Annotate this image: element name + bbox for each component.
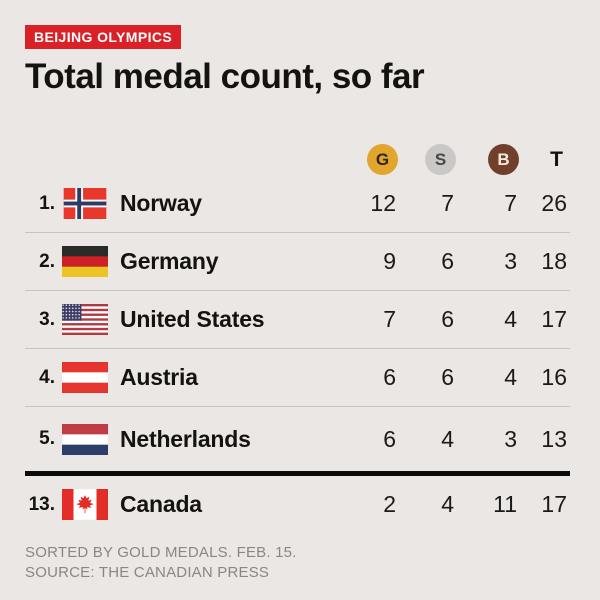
- silver-count: 6: [441, 364, 454, 390]
- rank-label: 5.: [39, 428, 55, 449]
- table-header-row: G S B T: [25, 144, 570, 175]
- gold-count: 2: [383, 491, 396, 517]
- total-count: 17: [541, 491, 567, 517]
- gold-count: 6: [383, 364, 396, 390]
- page-title: Total medal count, so far: [25, 57, 425, 96]
- footer-note: SORTED BY GOLD MEDALS. FEB. 15.: [25, 544, 297, 561]
- germany-flag: [62, 246, 108, 277]
- total-count: 13: [541, 425, 567, 452]
- silver-column-header: S: [399, 144, 457, 175]
- bronze-count: 3: [504, 425, 517, 452]
- badge-container: BEIJING OLYMPICS: [25, 25, 600, 49]
- netherlands-flag: [62, 424, 108, 455]
- bronze-count: 4: [504, 306, 517, 332]
- rank-label: 3.: [39, 308, 55, 330]
- canada-flag: [62, 489, 108, 520]
- country-name: Canada: [120, 491, 202, 517]
- table-row: 3. United States 7 6 4 17: [25, 290, 570, 348]
- medal-count-infographic: BEIJING OLYMPICS Total medal count, so f…: [0, 25, 600, 600]
- rank-label: 2.: [39, 250, 55, 272]
- table-row: 1. Norway 12 7 7 26: [25, 175, 570, 232]
- gold-count: 9: [383, 248, 396, 274]
- total-count: 16: [541, 364, 567, 390]
- table-row: 13. Canada 2 4 11 17: [25, 476, 570, 533]
- silver-medal-icon: S: [425, 144, 456, 175]
- total-count: 18: [541, 248, 567, 274]
- total-column-header: T: [520, 148, 570, 172]
- bronze-medal-icon: B: [488, 144, 519, 175]
- bronze-count: 11: [493, 491, 517, 517]
- medal-table: G S B T 1. Norway 12 7 7 26 2. Germany 9: [25, 144, 570, 533]
- rank-label: 1.: [39, 192, 55, 214]
- country-name: Norway: [120, 190, 202, 216]
- silver-count: 7: [441, 190, 454, 216]
- country-name: United States: [120, 306, 265, 332]
- country-name: Austria: [120, 364, 198, 390]
- table-row: 2. Germany 9 6 3 18: [25, 232, 570, 290]
- rank-gap-divider: [25, 471, 570, 476]
- rank-label: 4.: [39, 366, 55, 388]
- footer-source: SOURCE: THE CANADIAN PRESS: [25, 564, 270, 581]
- gold-count: 6: [383, 425, 396, 452]
- table-body: 1. Norway 12 7 7 26 2. Germany 9 6 3 18 …: [25, 175, 570, 533]
- bronze-count: 7: [504, 190, 517, 216]
- table-row: 5. Netherlands 6 4 3 13: [25, 406, 570, 471]
- footer: SORTED BY GOLD MEDALS. FEB. 15. SOURCE: …: [25, 543, 600, 583]
- silver-count: 4: [441, 425, 454, 452]
- gold-column-header: G: [341, 144, 399, 175]
- gold-count: 7: [383, 306, 396, 332]
- table-row: 4. Austria 6 6 4 16: [25, 348, 570, 406]
- total-column-letter: T: [550, 147, 563, 171]
- austria-flag: [62, 362, 108, 393]
- silver-count: 6: [441, 248, 454, 274]
- total-count: 17: [541, 306, 567, 332]
- rank-label: 13.: [28, 493, 55, 515]
- gold-count: 12: [370, 190, 396, 216]
- bronze-column-header: B: [457, 144, 520, 175]
- total-count: 26: [541, 190, 567, 216]
- usa-flag: [62, 304, 108, 335]
- gold-medal-icon: G: [367, 144, 398, 175]
- beijing-olympics-badge: BEIJING OLYMPICS: [25, 25, 182, 49]
- silver-count: 6: [441, 306, 454, 332]
- country-name: Germany: [120, 248, 219, 274]
- silver-count: 4: [441, 491, 454, 517]
- bronze-count: 4: [504, 364, 517, 390]
- norway-flag: [62, 188, 108, 219]
- country-name: Netherlands: [120, 425, 251, 452]
- bronze-count: 3: [504, 248, 517, 274]
